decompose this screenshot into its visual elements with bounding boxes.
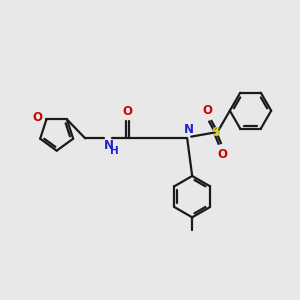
Text: S: S	[211, 126, 220, 139]
Text: O: O	[202, 104, 212, 117]
Text: H: H	[110, 146, 118, 156]
Text: O: O	[122, 105, 133, 118]
Text: N: N	[184, 123, 194, 136]
Text: O: O	[32, 111, 43, 124]
Text: O: O	[218, 148, 228, 161]
Text: N: N	[104, 139, 114, 152]
